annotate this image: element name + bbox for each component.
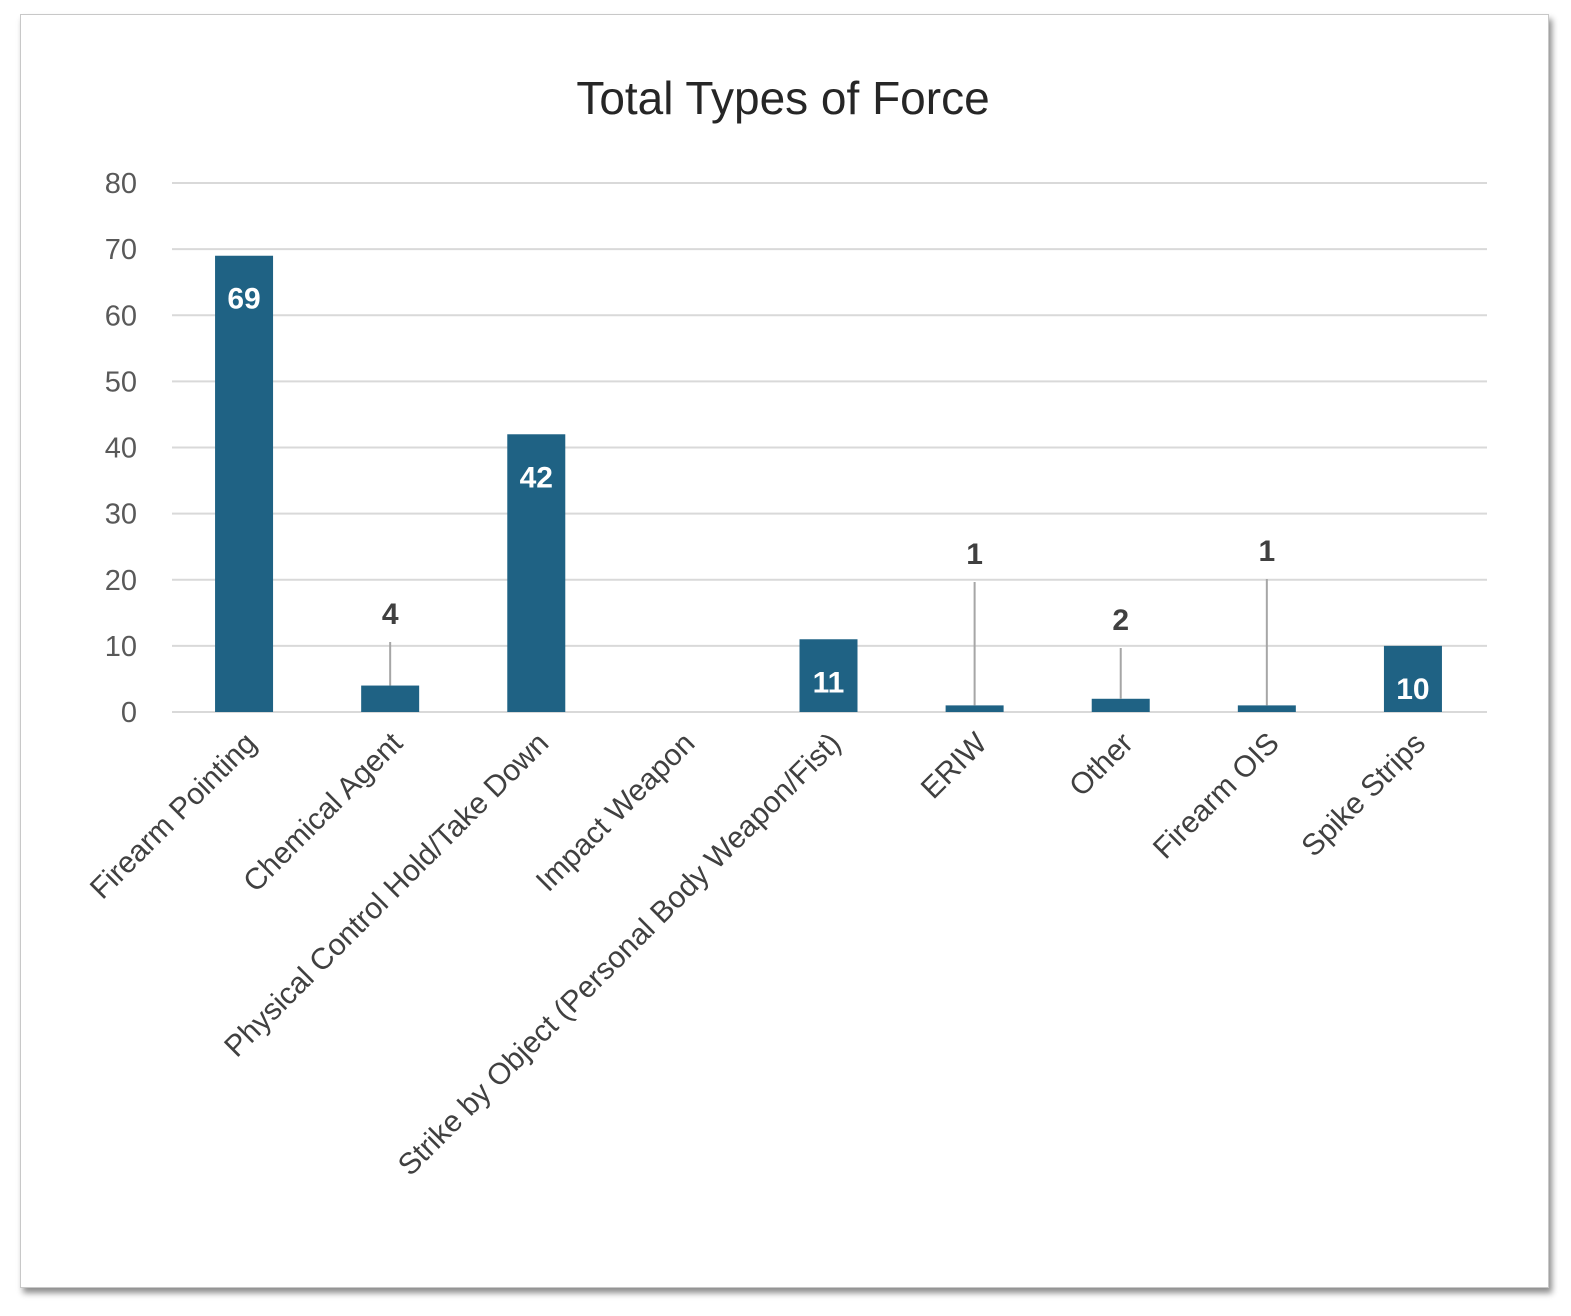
bar (799, 639, 858, 712)
bar (215, 255, 274, 713)
x-category-label: Spike Strips (1295, 727, 1432, 864)
y-tick-label: 40 (105, 433, 137, 465)
bar (945, 705, 1004, 712)
y-tick-label: 50 (105, 366, 137, 398)
chart-frame (20, 14, 1549, 1288)
x-category-label: ERIW (915, 726, 994, 805)
data-label: 11 (813, 666, 845, 699)
x-category-label: Firearm Pointing (84, 727, 263, 906)
data-label: 4 (382, 598, 399, 631)
y-tick-label: 10 (105, 631, 137, 663)
x-category-label: Other (1063, 727, 1139, 803)
y-tick-label: 70 (105, 234, 137, 266)
bar (1383, 645, 1442, 712)
y-tick-label: 80 (105, 168, 137, 200)
data-label: 69 (227, 283, 260, 316)
data-label: 1 (966, 538, 983, 571)
x-category-label: Impact Weapon (530, 727, 702, 899)
bar (507, 434, 566, 712)
x-category-label: Firearm OIS (1147, 727, 1286, 866)
y-tick-label: 60 (105, 300, 137, 332)
y-tick-label: 30 (105, 499, 137, 531)
x-category-label: Chemical Agent (237, 726, 409, 898)
chart-title: Total Types of Force (576, 72, 989, 124)
x-category-label: Physical Control Hold/Take Down (218, 727, 555, 1064)
data-label: 1 (1258, 535, 1275, 568)
data-label: 10 (1396, 673, 1429, 706)
y-tick-label: 20 (105, 565, 137, 597)
data-label: 42 (520, 461, 553, 494)
data-label: 2 (1112, 604, 1129, 637)
bar (1091, 698, 1150, 712)
y-tick-label: 0 (121, 697, 137, 729)
bar (1237, 705, 1296, 712)
bar (361, 685, 420, 712)
